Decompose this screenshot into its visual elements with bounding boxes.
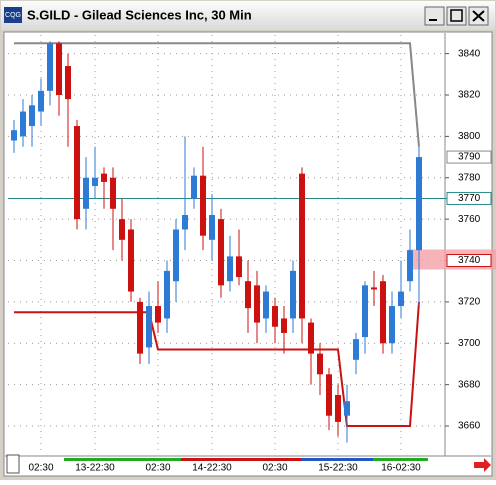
candle-body bbox=[263, 291, 269, 319]
candle-body bbox=[155, 306, 161, 323]
x-tick-label: 15-22:30 bbox=[318, 463, 358, 474]
candle-body bbox=[110, 177, 116, 209]
price-marker-label: 3790 bbox=[458, 152, 481, 163]
y-tick-label: 3780 bbox=[458, 172, 481, 183]
price-marker-label: 3740 bbox=[458, 255, 481, 266]
y-tick-label: 3660 bbox=[458, 421, 481, 432]
candle-body bbox=[83, 177, 89, 209]
x-tick-label: 14-22:30 bbox=[192, 463, 232, 474]
candle-body bbox=[398, 291, 404, 307]
candle-body bbox=[227, 256, 233, 282]
window-title: S.GILD - Gilead Sciences Inc, 30 Min bbox=[27, 7, 252, 22]
candle-body bbox=[29, 105, 35, 127]
candle-body bbox=[182, 215, 188, 230]
y-tick-label: 3800 bbox=[458, 131, 481, 142]
candle-body bbox=[47, 43, 53, 91]
x-tick-label: 02:30 bbox=[28, 463, 53, 474]
close-icon bbox=[472, 10, 485, 22]
candle-body bbox=[290, 270, 296, 319]
x-tick-label: 02:30 bbox=[145, 463, 170, 474]
candle-body bbox=[191, 175, 197, 199]
y-tick-label: 3840 bbox=[458, 48, 481, 59]
day-stripe bbox=[181, 458, 301, 461]
candle-body bbox=[146, 306, 152, 348]
app-icon-text: CQG bbox=[5, 12, 21, 19]
candle-body bbox=[380, 281, 386, 344]
candle-body bbox=[353, 339, 359, 360]
candle-body bbox=[236, 256, 242, 278]
indicator-line bbox=[14, 42, 420, 147]
y-tick-label: 3680 bbox=[458, 379, 481, 390]
candle-body bbox=[11, 130, 17, 141]
day-stripe bbox=[373, 458, 428, 461]
candle-body bbox=[137, 301, 143, 354]
y-tick-label: 3720 bbox=[458, 297, 481, 308]
candle-body bbox=[92, 177, 98, 187]
maximize-icon bbox=[450, 9, 463, 22]
candle-body bbox=[389, 306, 395, 344]
day-stripes bbox=[64, 458, 428, 461]
candle-body bbox=[128, 229, 134, 292]
candle-body bbox=[209, 215, 215, 240]
x-tick-label: 02:30 bbox=[262, 463, 287, 474]
candle-body bbox=[20, 111, 26, 137]
candle-body bbox=[407, 250, 413, 282]
scroll-right-arrow[interactable] bbox=[474, 458, 491, 472]
candle-body bbox=[416, 157, 422, 251]
day-stripe bbox=[64, 458, 181, 461]
candle-body bbox=[38, 90, 44, 112]
candle-body bbox=[101, 173, 107, 182]
x-tick-label: 16-02:30 bbox=[381, 463, 421, 474]
candle-body bbox=[335, 395, 341, 422]
candle-body bbox=[326, 374, 332, 416]
price-marker-box bbox=[446, 150, 492, 164]
candle-body bbox=[164, 270, 170, 319]
minimize-button[interactable] bbox=[424, 6, 445, 26]
title-bar bbox=[1, 1, 495, 30]
candle-body bbox=[218, 219, 224, 286]
candle-body bbox=[344, 401, 350, 416]
indicator-line bbox=[14, 301, 420, 428]
candle-body bbox=[254, 285, 260, 323]
candle-body bbox=[362, 285, 368, 338]
price-marker-box bbox=[446, 254, 492, 268]
candle-body bbox=[317, 353, 323, 375]
day-stripe bbox=[301, 458, 373, 461]
candle-body bbox=[245, 281, 251, 309]
candle-body bbox=[272, 306, 278, 327]
candle-body bbox=[56, 43, 62, 95]
candle-body bbox=[173, 229, 179, 282]
candle-body bbox=[308, 322, 314, 354]
candle-body bbox=[119, 219, 125, 240]
candle-body bbox=[281, 318, 287, 333]
candle-body bbox=[200, 175, 206, 236]
price-marker-box bbox=[446, 191, 492, 205]
scroll-box[interactable] bbox=[6, 454, 20, 474]
candle-body bbox=[74, 126, 80, 220]
app-icon bbox=[4, 7, 22, 23]
x-tick-label: 13-22:30 bbox=[75, 463, 115, 474]
candle-body bbox=[65, 66, 71, 100]
candle-body bbox=[371, 287, 377, 290]
y-tick-label: 3820 bbox=[458, 90, 481, 101]
y-tick-label: 3700 bbox=[458, 338, 481, 349]
price-marker-label: 3770 bbox=[458, 193, 481, 204]
candle-body bbox=[299, 173, 305, 319]
window-buttons bbox=[424, 6, 489, 26]
y-tick-label: 3760 bbox=[458, 214, 481, 225]
